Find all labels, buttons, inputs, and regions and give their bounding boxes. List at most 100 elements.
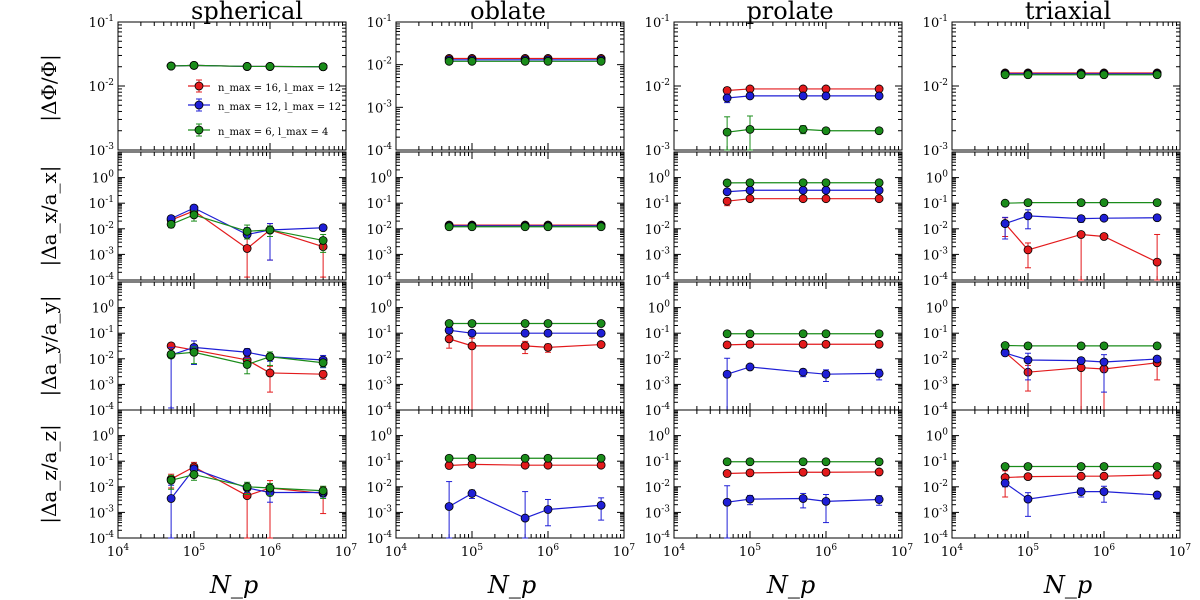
data-point bbox=[874, 178, 884, 188]
data-point bbox=[596, 453, 606, 463]
data-point bbox=[242, 360, 252, 369]
data-point bbox=[722, 329, 732, 339]
data-point bbox=[520, 341, 530, 351]
y-tick-label: 10-1 bbox=[367, 14, 392, 31]
y-tick-label: 10-2 bbox=[923, 351, 948, 368]
y-tick-label: 10-2 bbox=[89, 78, 114, 95]
data-point bbox=[596, 222, 606, 232]
data-point bbox=[1023, 472, 1033, 482]
data-point bbox=[798, 178, 808, 188]
y-tick-label: 10-3 bbox=[367, 504, 393, 521]
y-tick-label: 10-2 bbox=[923, 479, 948, 496]
data-point bbox=[821, 467, 831, 477]
y-tick-label: 10-3 bbox=[89, 376, 115, 393]
data-point bbox=[265, 225, 275, 235]
y-tick-label: 10-4 bbox=[367, 142, 393, 159]
data-point bbox=[189, 60, 199, 70]
y-tick-label: 10-1 bbox=[645, 14, 670, 31]
data-point bbox=[1000, 478, 1010, 488]
legend-label-nmax6: n_max = 6, l_max = 4 bbox=[218, 127, 328, 138]
series-1 bbox=[722, 339, 884, 350]
data-point bbox=[1152, 213, 1162, 223]
series-1 bbox=[1000, 470, 1162, 498]
data-point bbox=[520, 222, 530, 232]
series-2 bbox=[1000, 478, 1162, 517]
data-point bbox=[444, 502, 454, 511]
data-point bbox=[874, 126, 884, 136]
y-tick-label: 10-4 bbox=[645, 272, 671, 289]
data-point bbox=[520, 319, 530, 328]
y-tick-label: 10-3 bbox=[367, 99, 393, 116]
x-tick-label: 107 bbox=[891, 543, 914, 560]
data-point bbox=[798, 329, 808, 339]
x-axis-label-3: N_p bbox=[766, 571, 815, 599]
data-point bbox=[1023, 245, 1033, 255]
data-point bbox=[821, 178, 831, 188]
y-tick-label: 10-4 bbox=[89, 530, 115, 547]
series-3 bbox=[1000, 341, 1162, 351]
data-point bbox=[543, 222, 553, 232]
data-point bbox=[722, 93, 732, 103]
data-point bbox=[821, 339, 831, 349]
series-1 bbox=[444, 333, 606, 411]
data-point bbox=[745, 468, 755, 478]
data-point bbox=[166, 349, 176, 359]
x-tick-label: 107 bbox=[335, 543, 358, 560]
data-point bbox=[722, 457, 732, 467]
panel-frame bbox=[673, 409, 903, 539]
series-3 bbox=[1000, 70, 1162, 80]
legend-point bbox=[194, 125, 204, 135]
data-point bbox=[1099, 341, 1109, 351]
data-point bbox=[543, 319, 553, 328]
y-tick-label: 10-2 bbox=[89, 479, 114, 496]
panel-r1-c4: 10-3 10-2 10-1 bbox=[923, 14, 1181, 159]
y-tick-label: 100 bbox=[370, 170, 393, 187]
panel-frame bbox=[395, 21, 625, 151]
data-point bbox=[265, 368, 275, 378]
data-point bbox=[1023, 198, 1033, 208]
y-tick-label: 10-3 bbox=[923, 376, 949, 393]
data-point bbox=[189, 470, 199, 479]
data-point bbox=[745, 362, 755, 372]
y-tick-label: 10-3 bbox=[645, 246, 671, 263]
data-point bbox=[1023, 355, 1033, 365]
data-point bbox=[596, 319, 606, 328]
data-point bbox=[242, 244, 252, 253]
data-point bbox=[1152, 462, 1162, 471]
data-point bbox=[874, 457, 884, 467]
series-3 bbox=[722, 178, 884, 188]
series-2 bbox=[722, 357, 884, 411]
data-point bbox=[874, 495, 884, 504]
data-point bbox=[821, 126, 831, 136]
data-point bbox=[1076, 230, 1086, 239]
row-label-ax: |Δa_x/a_x| bbox=[37, 165, 62, 266]
legend-marker-3 bbox=[188, 123, 210, 137]
data-point bbox=[821, 457, 831, 467]
panel-r2-c4: 10-4 10-3 10-2 10-1 100 bbox=[923, 151, 1181, 289]
data-point bbox=[874, 467, 884, 477]
y-tick-label: 10-2 bbox=[367, 479, 392, 496]
y-tick-label: 10-3 bbox=[367, 246, 393, 263]
series-3 bbox=[722, 115, 884, 151]
panel-frame bbox=[673, 151, 903, 281]
panel-r1-c3: 10-3 10-2 10-1 bbox=[645, 14, 903, 159]
panel-frame bbox=[951, 151, 1181, 281]
data-point bbox=[1099, 357, 1109, 367]
data-point bbox=[1152, 70, 1162, 80]
y-tick-label: 10-1 bbox=[89, 325, 114, 342]
y-tick-label: 10-1 bbox=[923, 453, 948, 470]
column-title-triaxial: triaxial bbox=[1025, 0, 1111, 25]
data-point bbox=[318, 486, 328, 496]
data-point bbox=[189, 347, 199, 357]
y-tick-label: 10-3 bbox=[645, 376, 671, 393]
series-2 bbox=[444, 481, 606, 539]
series-2 bbox=[1000, 209, 1162, 240]
data-point bbox=[798, 91, 808, 101]
legend-point bbox=[194, 81, 204, 91]
data-point bbox=[821, 369, 831, 379]
data-point bbox=[1152, 198, 1162, 208]
panel-r4-c1: 104 105 106 107 10-4 10-3 10-2 10-1 100 bbox=[89, 409, 358, 560]
data-point bbox=[467, 489, 477, 498]
panel-frame bbox=[117, 151, 347, 281]
x-tick-label: 107 bbox=[613, 543, 636, 560]
